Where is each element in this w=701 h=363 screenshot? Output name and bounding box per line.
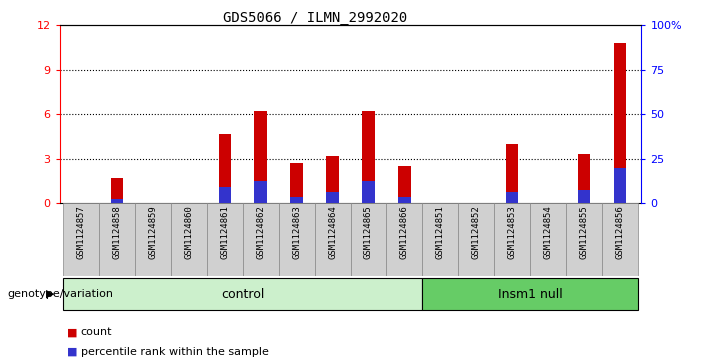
Text: ■: ■ <box>67 347 77 357</box>
Bar <box>315 203 350 276</box>
Text: GSM1124855: GSM1124855 <box>580 205 588 259</box>
Bar <box>243 203 279 276</box>
Bar <box>613 168 626 203</box>
Text: GSM1124860: GSM1124860 <box>184 205 193 259</box>
Bar <box>506 144 519 203</box>
Bar <box>279 203 315 276</box>
Bar <box>398 197 411 203</box>
Bar <box>171 203 207 276</box>
Bar <box>494 203 530 276</box>
Text: ▶: ▶ <box>46 289 54 299</box>
Text: control: control <box>221 287 264 301</box>
Bar <box>362 111 375 203</box>
Bar <box>602 203 638 276</box>
Bar <box>566 203 602 276</box>
Text: GDS5066 / ILMN_2992020: GDS5066 / ILMN_2992020 <box>224 11 407 25</box>
Text: GSM1124865: GSM1124865 <box>364 205 373 259</box>
Bar <box>290 163 303 203</box>
Text: GSM1124862: GSM1124862 <box>256 205 265 259</box>
Text: GSM1124851: GSM1124851 <box>436 205 445 259</box>
Bar <box>254 181 267 203</box>
Text: GSM1124861: GSM1124861 <box>220 205 229 259</box>
Bar <box>530 203 566 276</box>
Bar <box>111 178 123 203</box>
Text: GSM1124858: GSM1124858 <box>113 205 121 259</box>
Bar <box>350 203 386 276</box>
Text: GSM1124859: GSM1124859 <box>149 205 158 259</box>
Bar <box>578 190 590 203</box>
Bar <box>458 203 494 276</box>
Text: GSM1124864: GSM1124864 <box>328 205 337 259</box>
Text: genotype/variation: genotype/variation <box>7 289 113 299</box>
Text: GSM1124856: GSM1124856 <box>615 205 625 259</box>
Text: Insm1 null: Insm1 null <box>498 287 562 301</box>
Text: GSM1124857: GSM1124857 <box>76 205 86 259</box>
Bar <box>135 203 171 276</box>
Bar <box>422 278 638 310</box>
Text: GSM1124866: GSM1124866 <box>400 205 409 259</box>
Bar <box>63 278 422 310</box>
Text: ■: ■ <box>67 327 77 337</box>
Bar <box>111 199 123 203</box>
Text: percentile rank within the sample: percentile rank within the sample <box>81 347 268 357</box>
Bar <box>207 203 243 276</box>
Bar <box>326 156 339 203</box>
Bar <box>578 154 590 203</box>
Bar <box>63 203 99 276</box>
Bar <box>422 203 458 276</box>
Bar <box>506 192 519 203</box>
Bar <box>613 43 626 203</box>
Text: GSM1124863: GSM1124863 <box>292 205 301 259</box>
Text: GSM1124854: GSM1124854 <box>543 205 552 259</box>
Text: GSM1124852: GSM1124852 <box>472 205 481 259</box>
Bar <box>99 203 135 276</box>
Bar <box>398 166 411 203</box>
Bar <box>386 203 422 276</box>
Bar <box>362 181 375 203</box>
Bar <box>254 111 267 203</box>
Bar <box>219 187 231 203</box>
Bar <box>290 197 303 203</box>
Text: GSM1124853: GSM1124853 <box>508 205 517 259</box>
Bar <box>219 134 231 203</box>
Bar <box>326 192 339 203</box>
Text: count: count <box>81 327 112 337</box>
